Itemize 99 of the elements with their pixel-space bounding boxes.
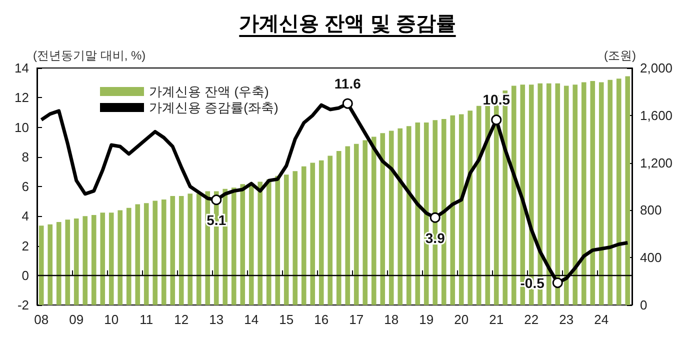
y-tick-label: 10 [14, 120, 29, 135]
bar [608, 80, 613, 305]
bar [152, 200, 158, 305]
legend-label: 가계신용 잔액 (우축) [149, 84, 269, 99]
bar [415, 122, 420, 305]
y-tick-label: 14 [14, 60, 29, 76]
bar [231, 188, 236, 305]
bar [65, 220, 70, 305]
x-tick-label: 18 [384, 312, 399, 327]
x-tick-label: 10 [104, 312, 119, 327]
bar [196, 194, 202, 305]
y-axis-title: (전년동기말 대비, %) [33, 48, 146, 63]
x-tick-label: 14 [244, 312, 259, 327]
bar [248, 182, 254, 305]
bar [292, 171, 298, 305]
bar [388, 130, 394, 305]
bar [555, 83, 560, 305]
x-tick-label: 09 [69, 312, 84, 327]
x-tick-label: 12 [174, 312, 189, 327]
data-label: 11.6 [334, 75, 362, 92]
y-tick-label: 12 [14, 90, 29, 106]
legend-label: 가계신용 증감률(좌축) [149, 100, 278, 115]
bar [135, 204, 140, 305]
bar [108, 212, 114, 305]
bar [258, 182, 263, 305]
bar [406, 126, 412, 305]
y-tick-label: 0 [22, 268, 29, 283]
y2-tick-label: 800 [640, 202, 662, 218]
x-tick-label: 23 [559, 312, 574, 327]
y-tick-label: 4 [22, 208, 29, 224]
point [491, 114, 502, 126]
point [342, 98, 353, 109]
bar [266, 179, 272, 305]
bar [178, 196, 184, 305]
bar [328, 156, 333, 305]
bar [240, 184, 246, 305]
y-tick-label: 8 [22, 149, 29, 164]
bar [91, 214, 96, 305]
bar [161, 200, 166, 305]
bar [398, 128, 403, 305]
bar [74, 218, 79, 305]
x-tick-label: 15 [279, 312, 294, 327]
x-tick-label: 22 [524, 312, 539, 327]
x-tick-label: 21 [489, 312, 504, 327]
point [211, 194, 222, 206]
chart-title: 가계신용 잔액 및 증감률 [238, 12, 457, 37]
bar [450, 115, 456, 305]
bar [468, 110, 473, 305]
y-tick-label: 6 [22, 179, 29, 194]
bar [126, 208, 132, 305]
bar [371, 136, 376, 305]
bar [38, 226, 44, 305]
x-tick-label: 19 [419, 312, 434, 327]
bar [48, 224, 53, 305]
bar [511, 86, 516, 305]
y2-tick-label: 400 [640, 250, 662, 266]
bar [581, 82, 586, 305]
bar [476, 106, 482, 305]
x-tick-label: 08 [34, 312, 49, 327]
bar [598, 82, 604, 305]
y2-tick-label: 2,000 [640, 60, 673, 76]
point [552, 278, 563, 288]
bar [118, 210, 123, 305]
bar [458, 114, 464, 305]
bar [616, 78, 622, 305]
bar [380, 133, 386, 305]
bar [284, 174, 289, 305]
bar [144, 203, 149, 305]
bar [564, 86, 569, 305]
bar [362, 140, 368, 305]
y2-tick-label: 1,200 [640, 155, 673, 170]
x-tick-label: 11 [140, 312, 154, 327]
bar [625, 76, 630, 305]
y2-tick-label: 1,600 [640, 108, 673, 123]
bar [188, 194, 193, 305]
bar [590, 81, 596, 305]
bar [345, 146, 350, 305]
x-tick-label: 20 [454, 312, 469, 327]
x-tick-label: 16 [314, 312, 329, 327]
bar [318, 160, 324, 305]
x-tick-label: 24 [594, 312, 609, 327]
bar [56, 222, 62, 305]
y2-tick-label: 0 [640, 298, 648, 312]
x-tick-label: 17 [349, 312, 364, 327]
y-tick-label: -2 [17, 298, 29, 312]
point [430, 212, 440, 223]
bar [572, 84, 578, 305]
bar [354, 144, 359, 305]
bar [546, 83, 552, 305]
x-tick-label: 13 [209, 312, 224, 327]
bar [301, 166, 306, 305]
bar [170, 196, 176, 305]
bar [336, 150, 342, 305]
y-tick-label: 2 [22, 238, 29, 254]
bar [310, 162, 316, 305]
bar [275, 176, 280, 305]
y2-axis-title: (조원) [604, 48, 636, 63]
bar [82, 216, 88, 305]
bar [100, 212, 106, 305]
